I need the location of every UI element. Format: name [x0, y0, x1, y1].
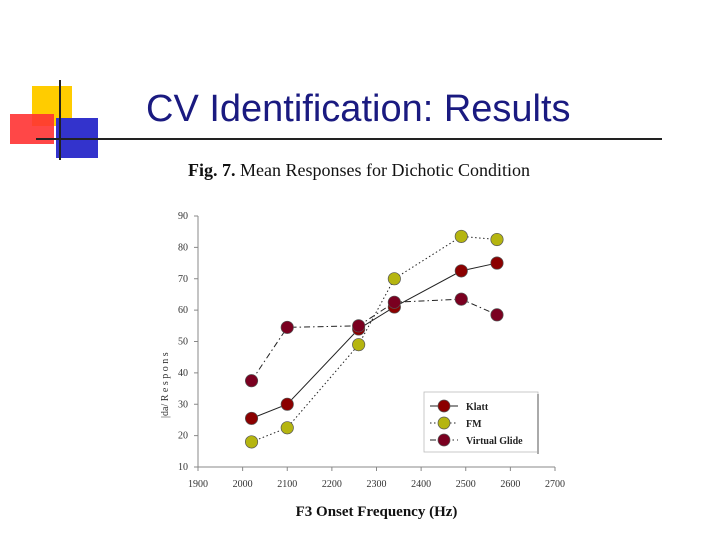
data-point-fm: [245, 435, 259, 449]
legend-swatch-marker: [437, 399, 451, 413]
x-tick-label: 2500: [456, 479, 476, 490]
series-line-virtual-glide: [251, 298, 498, 381]
data-point-klatt: [454, 264, 468, 278]
title-underline: [36, 138, 662, 140]
y-tick-label: 50: [178, 337, 188, 348]
y-tick-label: 30: [178, 399, 188, 410]
y-tick-label: 20: [178, 431, 188, 442]
x-tick-label: 2200: [322, 479, 342, 490]
y-axis-label: |da/ R e s p o n s: [160, 352, 171, 418]
data-point-virtual-glide: [490, 308, 504, 322]
x-tick-label: 2700: [545, 479, 565, 490]
data-point-fm: [490, 232, 504, 247]
y-tick-label: 10: [178, 462, 188, 473]
figure-label: Fig. 7.: [188, 160, 236, 180]
x-tick-label: 1900: [188, 479, 208, 490]
data-point-fm: [280, 421, 294, 435]
data-point-virtual-glide: [352, 319, 366, 333]
legend-label: Virtual Glide: [466, 436, 523, 447]
data-point-virtual-glide: [280, 320, 294, 334]
slide-title: CV Identification: Results: [146, 88, 571, 130]
legend-swatch-marker: [437, 416, 451, 430]
chart-title: Mean Responses for Dichotic Condition: [240, 160, 530, 180]
legend-swatch-marker: [437, 433, 451, 447]
legend-label: Klatt: [466, 402, 489, 413]
data-point-fm: [387, 272, 401, 286]
data-point-fm: [352, 338, 366, 352]
data-point-klatt: [490, 256, 504, 270]
y-tick-label: 90: [178, 211, 188, 222]
x-axis-label: F3 Onset Frequency (Hz): [296, 504, 458, 520]
y-tick-label: 40: [178, 368, 188, 379]
y-tick-label: 70: [178, 274, 188, 285]
x-tick-label: 2100: [277, 479, 297, 490]
data-point-fm: [454, 229, 468, 243]
decor-vertical-line: [59, 80, 61, 160]
y-tick-label: 60: [178, 305, 188, 316]
data-point-virtual-glide: [387, 295, 401, 309]
x-tick-label: 2000: [233, 479, 253, 490]
y-tick-label: 80: [178, 242, 188, 253]
data-point-virtual-glide: [245, 374, 259, 388]
data-point-klatt: [280, 397, 294, 411]
legend-label: FM: [466, 419, 482, 430]
data-point-klatt: [245, 411, 259, 425]
figure-caption: Fig. 7. Mean Responses for Dichotic Cond…: [188, 160, 530, 181]
x-tick-label: 2400: [411, 479, 431, 490]
x-tick-label: 2600: [500, 479, 520, 490]
x-tick-label: 2300: [367, 479, 387, 490]
data-point-virtual-glide: [454, 292, 468, 306]
